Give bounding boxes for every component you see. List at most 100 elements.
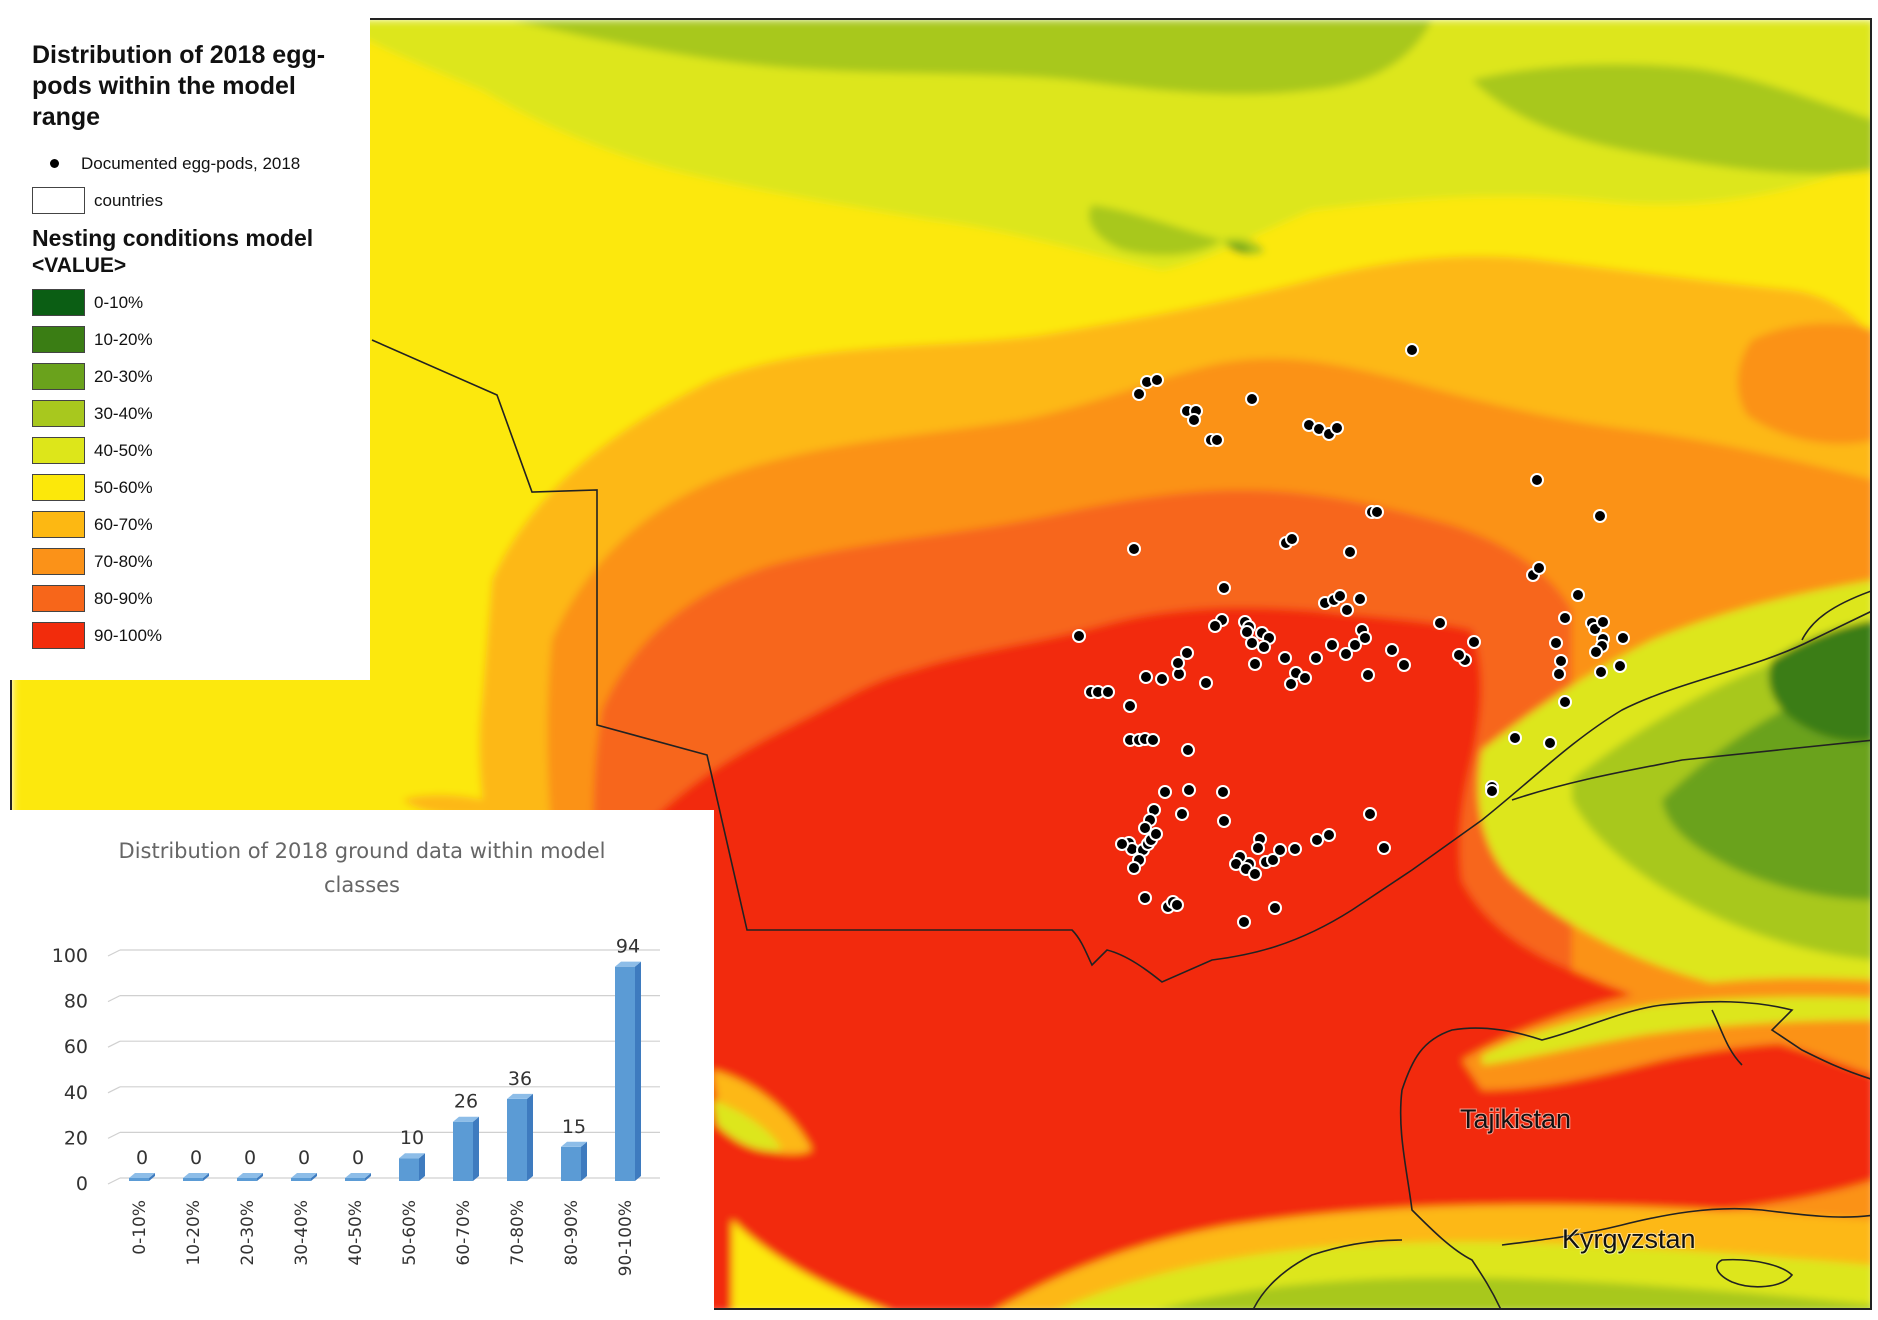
x-category-label: 30-40%: [292, 1200, 312, 1266]
bar-side: [527, 1093, 533, 1181]
egg-pod-point: [1248, 657, 1262, 671]
egg-pod-point: [1452, 648, 1466, 662]
bar-top: [345, 1173, 371, 1178]
bar-top: [561, 1141, 587, 1147]
egg-pod-points: [1072, 343, 1630, 929]
chart-panel: Distribution of 2018 ground data within …: [10, 810, 714, 1310]
egg-pod-point: [1385, 643, 1399, 657]
y-tick-label: 40: [64, 1082, 88, 1104]
x-category-label: 70-80%: [508, 1200, 528, 1266]
egg-pod-point: [1217, 814, 1231, 828]
x-category-label: 90-100%: [616, 1200, 636, 1276]
border-east-north: [1801, 590, 1870, 641]
class-label: 0-10%: [94, 292, 144, 312]
egg-pod-point: [1180, 646, 1194, 660]
legend-title: Distribution of 2018 egg-pods within the…: [32, 41, 326, 131]
data-label: 0: [298, 1147, 310, 1169]
gridline-depth: [107, 1177, 121, 1185]
zone-10-20-east: [1768, 620, 1870, 742]
egg-pod-point: [1596, 615, 1610, 629]
bar-front: [183, 1178, 203, 1181]
egg-pod-point: [1508, 731, 1522, 745]
class-label: 20-30%: [94, 366, 153, 386]
gridline-depth: [107, 1040, 121, 1048]
egg-pod-point: [1594, 665, 1608, 679]
egg-pod-point: [1210, 433, 1224, 447]
egg-pod-point: [1273, 843, 1287, 857]
egg-pod-point: [1322, 828, 1336, 842]
egg-pod-point: [1170, 898, 1184, 912]
data-label: 0: [352, 1147, 364, 1169]
chart-bars: [129, 961, 641, 1181]
countries-swatch: [32, 187, 85, 214]
bar-side: [419, 1153, 425, 1181]
egg-pod-point: [1589, 645, 1603, 659]
class-label: 40-50%: [94, 440, 153, 460]
chart-title-line-2: classes: [324, 873, 400, 897]
x-category-label: 40-50%: [346, 1200, 366, 1266]
egg-pod-point: [1284, 677, 1298, 691]
bar: [561, 1141, 587, 1181]
egg-pod-point: [1268, 901, 1282, 915]
egg-pod-point: [1127, 542, 1141, 556]
x-category-label: 20-30%: [238, 1200, 258, 1266]
class-swatch: [32, 474, 85, 501]
bar-side: [473, 1116, 479, 1181]
legend-class-2: 20-30%: [32, 358, 370, 395]
egg-pod-point: [1257, 640, 1271, 654]
point-symbol-icon: [44, 150, 64, 178]
egg-pod-point: [1139, 670, 1153, 684]
bar-front: [507, 1098, 527, 1181]
egg-pod-point: [1245, 392, 1259, 406]
class-label: 90-100%: [94, 625, 163, 645]
egg-pod-point: [1237, 915, 1251, 929]
bar: [237, 1173, 263, 1181]
bar: [291, 1173, 317, 1181]
data-label: 94: [616, 936, 640, 958]
egg-pod-point: [1343, 545, 1357, 559]
egg-pod-point: [1397, 658, 1411, 672]
egg-pod-point: [1155, 672, 1169, 686]
bar-top: [615, 961, 641, 967]
egg-pod-point: [1309, 651, 1323, 665]
egg-pod-point: [1552, 667, 1566, 681]
bar: [345, 1173, 371, 1181]
egg-pod-point: [1132, 387, 1146, 401]
egg-pod-point: [1530, 473, 1544, 487]
egg-pod-point: [1353, 592, 1367, 606]
border-east-ridge: [1511, 739, 1870, 801]
bar: [399, 1153, 425, 1181]
gridline-depth: [107, 1086, 121, 1094]
gridline-depth: [107, 949, 121, 957]
bar-top: [237, 1173, 263, 1178]
egg-pod-point: [1115, 837, 1129, 851]
egg-pod-point: [1187, 413, 1201, 427]
value-title: <VALUE>: [32, 254, 127, 277]
egg-pod-point: [1325, 638, 1339, 652]
egg-pod-point: [1208, 619, 1222, 633]
legend-class-3: 30-40%: [32, 395, 370, 432]
egg-pod-point: [1251, 841, 1265, 855]
legend-class-7: 70-80%: [32, 543, 370, 580]
egg-pod-point: [1175, 807, 1189, 821]
class-swatch: [32, 548, 85, 575]
egg-pod-point: [1532, 561, 1546, 575]
egg-pod-point: [1339, 647, 1353, 661]
legend-class-1: 10-20%: [32, 321, 370, 358]
egg-pod-point: [1348, 638, 1362, 652]
x-category-label: 80-90%: [562, 1200, 582, 1266]
y-tick-label: 100: [52, 945, 88, 967]
border-southwest: [1253, 1239, 1403, 1308]
data-label: 36: [508, 1068, 532, 1090]
border-kazakhstan-uzbekistan: [371, 339, 1870, 983]
class-list: 0-10% 10-20% 20-30% 30-40% 40-50% 50-60%…: [32, 284, 370, 654]
border-tajikistan-south: [1399, 1089, 1501, 1308]
egg-pod-point: [1266, 853, 1280, 867]
egg-pod-point: [1146, 733, 1160, 747]
egg-pod-point: [1288, 842, 1302, 856]
bar-front: [291, 1178, 311, 1181]
egg-pod-point: [1485, 784, 1499, 798]
class-label: 70-80%: [94, 551, 153, 571]
chart-title-line-1: Distribution of 2018 ground data within …: [119, 839, 606, 863]
x-axis-categories: 0-10% 10-20% 20-30% 30-40% 40-50% 50-60% 60-70…: [130, 1200, 636, 1276]
